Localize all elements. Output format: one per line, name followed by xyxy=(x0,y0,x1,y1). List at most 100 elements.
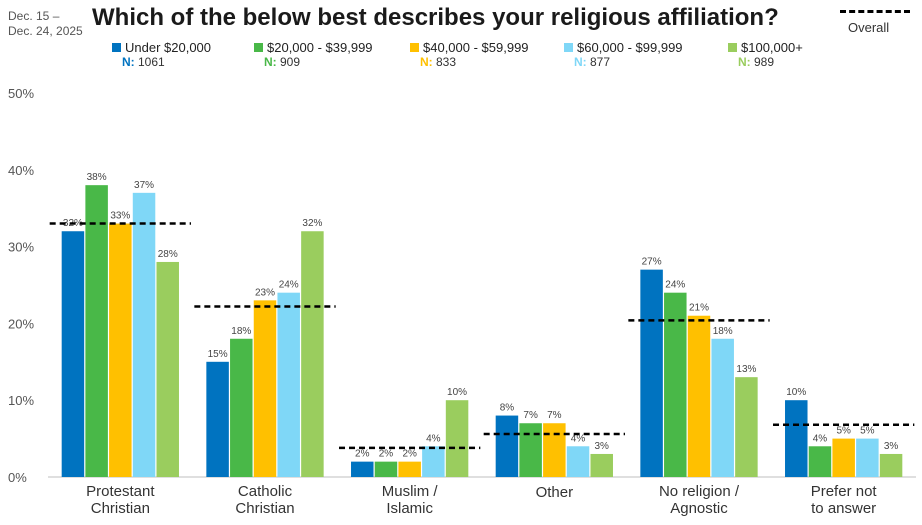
legend-item-4: $60,000 - $99,999 xyxy=(564,40,683,55)
data-label: 24% xyxy=(665,280,685,291)
data-label: 13% xyxy=(736,364,756,375)
data-label: 10% xyxy=(786,387,806,398)
bar xyxy=(351,461,374,477)
data-label: 3% xyxy=(884,441,899,452)
bar xyxy=(519,423,542,477)
y-tick-label: 10% xyxy=(8,393,34,408)
y-tick-label: 20% xyxy=(8,316,34,331)
date-range-end: Dec. 24, 2025 xyxy=(8,24,83,38)
data-label: 24% xyxy=(279,280,299,291)
legend-item-2: $20,000 - $39,999 xyxy=(254,40,373,55)
bar xyxy=(374,461,398,477)
data-label: 7% xyxy=(523,410,538,421)
legend-label: Under $20,000 xyxy=(125,40,212,55)
legend-swatch xyxy=(112,43,121,52)
bar xyxy=(301,231,324,477)
legend-swatch xyxy=(564,43,573,52)
data-label: 28% xyxy=(158,249,178,260)
data-label: 37% xyxy=(134,180,154,191)
legend-swatch xyxy=(728,43,737,52)
legend-item-5: $100,000+ xyxy=(728,40,803,55)
x-tick-label: Catholic xyxy=(238,483,293,500)
bar xyxy=(664,292,687,477)
legend-label: $100,000+ xyxy=(741,40,803,55)
data-label: 4% xyxy=(571,433,586,444)
y-tick-label: 40% xyxy=(8,163,34,178)
bar xyxy=(640,269,663,477)
y-tick-label: 30% xyxy=(8,240,34,255)
bar xyxy=(206,361,229,477)
data-label: 27% xyxy=(642,257,662,268)
legend-label: $20,000 - $39,999 xyxy=(267,40,373,55)
bar xyxy=(253,300,277,477)
legend-sample-size: N: 877 xyxy=(574,55,611,69)
bar xyxy=(422,446,445,477)
legend-item-1: Under $20,000 xyxy=(112,40,211,55)
bar xyxy=(156,261,179,477)
data-label: 18% xyxy=(231,326,251,337)
x-tick-label: Agnostic xyxy=(670,500,728,517)
bar xyxy=(398,461,421,477)
x-tick-label: Other xyxy=(536,484,574,501)
data-label: 2% xyxy=(402,449,417,460)
bar xyxy=(61,231,85,477)
x-tick-label: Islamic xyxy=(386,500,433,517)
bar xyxy=(543,423,566,477)
bar xyxy=(711,338,734,477)
bar xyxy=(808,446,832,477)
legend-item-3: $40,000 - $59,999 xyxy=(410,40,529,55)
x-tick-label: Christian xyxy=(235,500,294,517)
y-tick-label: 0% xyxy=(8,470,27,485)
data-label: 15% xyxy=(208,349,228,360)
bar xyxy=(495,415,519,477)
data-label: 2% xyxy=(355,449,370,460)
data-label: 10% xyxy=(447,387,467,398)
bar xyxy=(85,185,108,477)
bar xyxy=(687,315,711,477)
x-tick-label: Prefer not xyxy=(811,483,878,500)
date-range-start: Dec. 15 – xyxy=(8,9,60,23)
bar xyxy=(785,400,808,477)
y-tick-label: 50% xyxy=(8,86,34,101)
x-tick-label: to answer xyxy=(811,500,876,517)
legend-sample-size: N: 989 xyxy=(738,55,775,69)
data-label: 5% xyxy=(836,426,851,437)
legend-swatch xyxy=(254,43,263,52)
overall-label: Overall xyxy=(848,20,890,35)
data-label: 32% xyxy=(302,218,322,229)
legend-swatch xyxy=(410,43,419,52)
data-label: 4% xyxy=(426,433,441,444)
data-label: 4% xyxy=(813,433,828,444)
legend-sample-size: N: 833 xyxy=(420,55,457,69)
overall-dashed-line-key xyxy=(840,10,910,13)
bar xyxy=(590,453,613,477)
bar xyxy=(109,223,132,477)
chart-title: Which of the below best describes your r… xyxy=(92,4,779,31)
x-tick-label: Muslim / xyxy=(382,483,439,500)
bar xyxy=(132,192,156,477)
bar xyxy=(832,438,855,477)
data-label: 7% xyxy=(547,410,562,421)
bar xyxy=(445,400,469,477)
legend-sample-size: N: 1061 xyxy=(122,55,165,69)
bar xyxy=(230,338,253,477)
data-label: 5% xyxy=(860,426,875,437)
bar xyxy=(735,377,758,477)
data-label: 8% xyxy=(500,403,515,414)
x-tick-label: No religion / xyxy=(659,483,740,500)
data-label: 38% xyxy=(87,172,107,183)
bar xyxy=(856,438,879,477)
legend-sample-size: N: 909 xyxy=(264,55,301,69)
x-tick-label: Protestant xyxy=(86,483,155,500)
data-label: 23% xyxy=(255,287,275,298)
data-label: 2% xyxy=(379,449,394,460)
data-label: 33% xyxy=(110,211,130,222)
date-range: Dec. 15 – Dec. 24, 2025 xyxy=(8,9,83,39)
overall-legend: Overall xyxy=(838,8,914,38)
data-label: 18% xyxy=(713,326,733,337)
data-label: 3% xyxy=(595,441,610,452)
data-label: 21% xyxy=(689,303,709,314)
bar xyxy=(566,446,590,477)
